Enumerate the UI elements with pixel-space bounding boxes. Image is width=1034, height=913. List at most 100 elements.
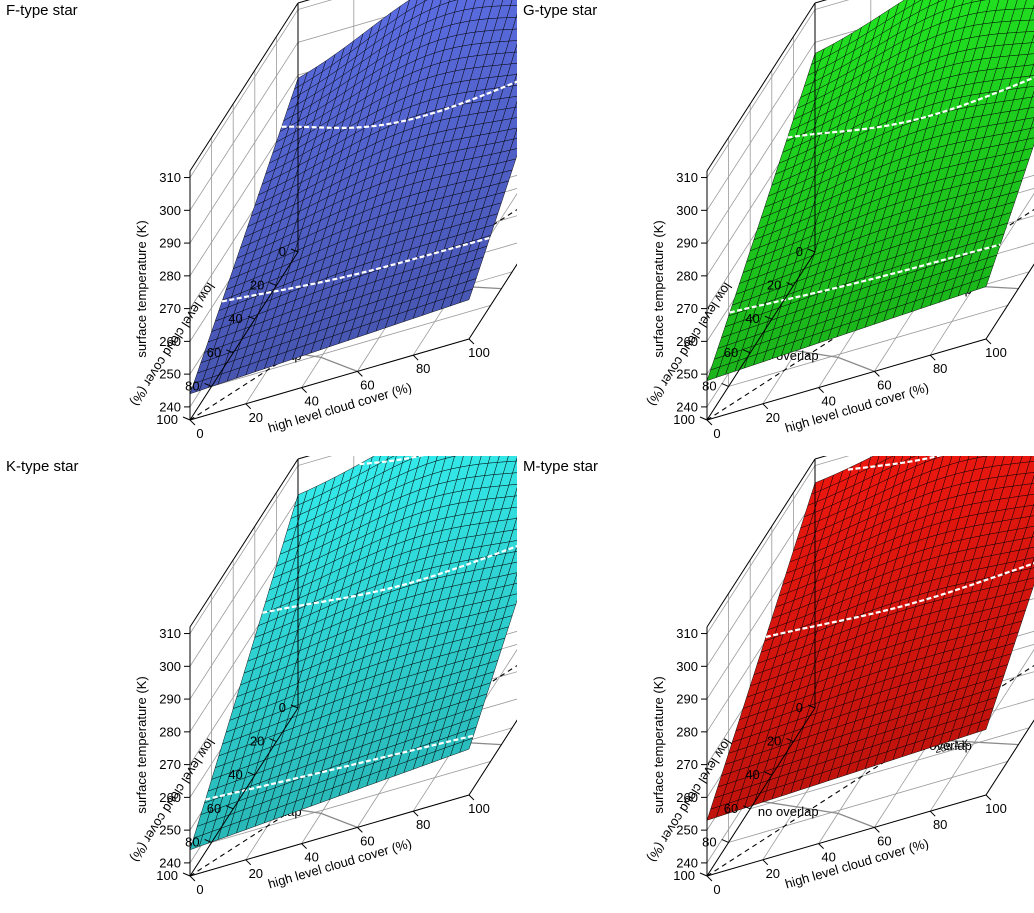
z-axis: 240 250 260 270 280 290 300 310 surface temperat… bbox=[651, 170, 707, 414]
low-cloud-tick-label: 40 bbox=[745, 311, 759, 326]
panel-title: F-type star bbox=[6, 2, 78, 19]
surface-mesh bbox=[189, 0, 517, 395]
panel-title: G-type star bbox=[523, 2, 597, 19]
surface-contour-line bbox=[765, 562, 1034, 639]
floor-contour-line bbox=[755, 799, 875, 829]
high-cloud-tick-label: 100 bbox=[468, 345, 490, 360]
axis-frame bbox=[706, 456, 1034, 877]
z-tick-label: 290 bbox=[159, 236, 181, 251]
low-cloud-tick-label: 0 bbox=[796, 244, 803, 259]
z-axis-label: surface temperature (K) bbox=[651, 220, 666, 357]
high-cloud-tick-label: 40 bbox=[304, 850, 318, 865]
high-cloud-tick-label: 60 bbox=[360, 833, 374, 848]
low-cloud-tick-label: 80 bbox=[185, 378, 199, 393]
surface-contour-line bbox=[729, 243, 1001, 314]
low-cloud-tick-label: 60 bbox=[724, 345, 738, 360]
z-tick-label: 270 bbox=[676, 757, 698, 772]
z-tick-label: 240 bbox=[159, 399, 181, 414]
high-cloud-tick-label: 40 bbox=[304, 394, 318, 409]
z-tick-label: 310 bbox=[676, 170, 698, 185]
high-cloud-tick-label: 100 bbox=[468, 801, 490, 816]
low-cloud-tick-label: 20 bbox=[250, 734, 264, 749]
z-tick-label: 280 bbox=[159, 268, 181, 283]
surface-contour-line bbox=[221, 236, 491, 303]
high-cloud-tick-label: 80 bbox=[416, 361, 430, 376]
surface-contour-line bbox=[262, 545, 517, 614]
z-tick-label: 270 bbox=[159, 757, 181, 772]
low-cloud-tick-label: 80 bbox=[185, 834, 199, 849]
high-cloud-tick-label: 20 bbox=[249, 410, 263, 425]
low-cloud-tick-label: 40 bbox=[228, 311, 242, 326]
low-cloud-tick-label: 60 bbox=[724, 801, 738, 816]
overlap-diagonal bbox=[189, 208, 517, 421]
high-cloud-tick-label: 80 bbox=[933, 361, 947, 376]
surface-mesh bbox=[706, 0, 1034, 381]
z-tick-label: 290 bbox=[676, 692, 698, 707]
high-cloud-tick-label: 0 bbox=[196, 882, 203, 897]
high-cloud-tick-label: 100 bbox=[985, 345, 1007, 360]
z-tick-label: 310 bbox=[159, 626, 181, 641]
low-cloud-tick-label: 100 bbox=[673, 412, 695, 427]
low-cloud-tick-label: 20 bbox=[250, 278, 264, 293]
low-cloud-tick-label: 80 bbox=[702, 378, 716, 393]
z-tick-label: 280 bbox=[159, 724, 181, 739]
high-cloud-axis-label: high level cloud cover (%) bbox=[783, 836, 930, 892]
z-axis-label: surface temperature (K) bbox=[134, 220, 149, 357]
z-tick-label: 260 bbox=[159, 790, 181, 805]
z-tick-label: 240 bbox=[676, 399, 698, 414]
overlap-diagonal bbox=[706, 664, 1034, 877]
high-cloud-tick-label: 0 bbox=[196, 426, 203, 441]
overlap-diagonal bbox=[706, 208, 1034, 421]
high-cloud-tick-label: 80 bbox=[416, 817, 430, 832]
low-cloud-tick-label: 0 bbox=[279, 700, 286, 715]
low-cloud-tick-label: 0 bbox=[796, 700, 803, 715]
annotation-no-overlap: no overlap bbox=[758, 804, 819, 819]
high-cloud-axis-label: high level cloud cover (%) bbox=[266, 380, 413, 436]
high-cloud-tick-label: 0 bbox=[713, 426, 720, 441]
surface-mesh bbox=[189, 456, 517, 851]
low-cloud-tick-label: 80 bbox=[702, 834, 716, 849]
z-tick-label: 310 bbox=[676, 626, 698, 641]
z-tick-label: 290 bbox=[159, 692, 181, 707]
low-cloud-tick-label: 60 bbox=[207, 345, 221, 360]
surface-mesh bbox=[706, 456, 1034, 821]
low-cloud-tick-label: 0 bbox=[279, 244, 286, 259]
high-cloud-tick-label: 20 bbox=[249, 866, 263, 881]
z-tick-label: 250 bbox=[159, 367, 181, 382]
surface-contours bbox=[765, 456, 1034, 639]
z-tick-label: 280 bbox=[676, 724, 698, 739]
surface-contour-line bbox=[359, 456, 425, 466]
low-cloud-tick-label: 40 bbox=[228, 767, 242, 782]
surface-contour-line bbox=[281, 80, 517, 130]
z-tick-label: 290 bbox=[676, 236, 698, 251]
z-axis: 240 250 260 270 280 290 300 310 surface temperat… bbox=[651, 626, 707, 870]
high-cloud-tick-label: 60 bbox=[877, 377, 891, 392]
high-cloud-tick-label: 0 bbox=[713, 882, 720, 897]
z-tick-label: 300 bbox=[676, 203, 698, 218]
z-tick-label: 260 bbox=[159, 334, 181, 349]
surface-contours bbox=[221, 80, 517, 303]
low-cloud-tick-label: 20 bbox=[767, 734, 781, 749]
surface-contours bbox=[729, 76, 1034, 314]
high-cloud-tick-label: 40 bbox=[821, 850, 835, 865]
low-cloud-tick-label: 100 bbox=[156, 412, 178, 427]
z-axis-label: surface temperature (K) bbox=[651, 676, 666, 813]
high-cloud-tick-label: 100 bbox=[985, 801, 1007, 816]
surface-contour-line bbox=[787, 76, 1034, 139]
low-cloud-tick-label: 40 bbox=[745, 767, 759, 782]
high-cloud-tick-label: 20 bbox=[766, 410, 780, 425]
z-axis: 240 250 260 270 280 290 300 310 surface temperat… bbox=[134, 170, 190, 414]
high-cloud-tick-label: 40 bbox=[821, 394, 835, 409]
z-tick-label: 250 bbox=[676, 367, 698, 382]
high-cloud-axis: 0 20 40 60 80 100 high level cloud cover (%) bbox=[706, 794, 1007, 897]
z-tick-label: 270 bbox=[676, 301, 698, 316]
z-tick-label: 300 bbox=[159, 659, 181, 674]
overlap-diagonal bbox=[189, 664, 517, 877]
low-cloud-tick-label: 20 bbox=[767, 278, 781, 293]
